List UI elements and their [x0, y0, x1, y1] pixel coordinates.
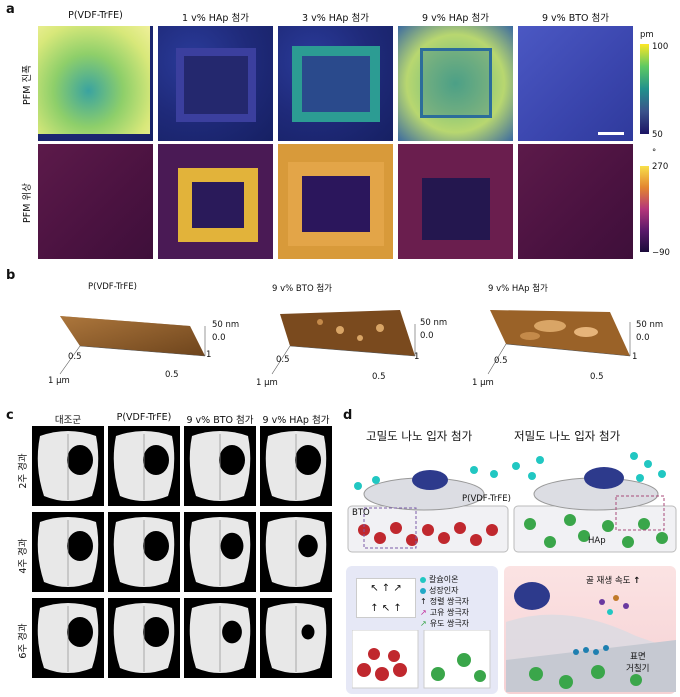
pfm-phase-pvdf	[38, 144, 153, 259]
pfm-amp-pvdf	[38, 26, 153, 141]
micro-ct-skull	[184, 426, 256, 506]
legend-induced: ↗ 유도 쌍극자	[420, 619, 470, 628]
d-cell-schematic	[347, 452, 677, 553]
afm1-zzero: 0.0	[212, 333, 226, 343]
c-col-pvdf: P(VDF-TrFE)	[116, 412, 172, 423]
c-row-6w: 6주 경과	[18, 623, 29, 659]
panel-b-label: b	[6, 268, 16, 283]
micro-ct-skull	[184, 598, 256, 678]
c-col-bto: 9 v% BTO 첨가	[186, 415, 254, 426]
afm-title-pvdf: P(VDF-TrFE)	[88, 282, 137, 292]
amp-min: 50	[652, 130, 663, 140]
pfm-phase-1hap	[158, 144, 273, 259]
legend-gf: 성장인자	[420, 585, 469, 596]
col-header-9bto: 9 v% BTO 첨가	[541, 13, 610, 24]
amp-unit: pm	[640, 30, 654, 40]
afm3-ax05a: 0.5	[494, 356, 508, 366]
panel-d-label: d	[343, 408, 353, 423]
c-col-control: 대조군	[54, 415, 82, 426]
legend-aligned: ↑ 정렬 쌍극자	[420, 597, 470, 606]
amp-max: 100	[652, 42, 669, 52]
d-cell-closeup	[506, 582, 676, 692]
scale-bar	[598, 132, 624, 135]
pfm-phase-9bto	[518, 144, 633, 259]
afm2-ax1: 1	[414, 352, 420, 362]
afm1-ax1um: 1 μm	[48, 376, 70, 386]
pfm-amp-1hap	[158, 26, 273, 141]
afm2-zzero: 0.0	[420, 331, 434, 341]
d-title-high: 고밀도 나노 입자 첨가	[366, 429, 473, 443]
afm-title-bto: 9 v% BTO 첨가	[272, 284, 332, 294]
micro-ct-skull	[32, 598, 104, 678]
micro-ct-skull	[108, 426, 180, 506]
micro-ct-skull	[184, 512, 256, 592]
d-particle-inset	[352, 630, 491, 689]
legend-intrinsic: ↗ 고유 쌍극자	[420, 608, 470, 617]
d-film-label: P(VDF-TrFE)	[462, 494, 511, 504]
phase-unit: °	[652, 148, 657, 158]
afm3-ax1um: 1 μm	[472, 378, 494, 388]
afm-surface-pvdf	[59, 316, 206, 375]
pfm-amp-9bto	[518, 26, 633, 141]
micro-ct-skull	[260, 598, 332, 678]
micro-ct-skull	[108, 512, 180, 592]
afm3-zlabel: 50 nm	[636, 320, 664, 330]
afm3-ax1: 1	[632, 352, 638, 362]
phase-min: −90	[652, 248, 670, 258]
d-roughness: 거칠기	[626, 664, 650, 674]
afm2-zlabel: 50 nm	[420, 318, 448, 328]
afm-surface-bto	[271, 310, 416, 375]
row-label-amplitude: PFM 진폭	[22, 65, 33, 105]
pfm-amp-9hap	[398, 26, 513, 141]
phase-max: 270	[652, 162, 669, 172]
col-header-1hap: 1 v% HAp 첨가	[182, 13, 249, 24]
micro-ct-skull	[108, 598, 180, 678]
afm1-ax05b: 0.5	[165, 370, 179, 380]
afm3-zzero: 0.0	[636, 333, 650, 343]
col-header-pvdf: P(VDF-TrFE)	[68, 10, 123, 21]
afm-title-hap: 9 v% HAp 첨가	[488, 284, 548, 294]
d-surface: 표면	[630, 652, 646, 662]
micro-ct-skull	[260, 512, 332, 592]
amp-colorbar	[640, 44, 649, 134]
micro-ct-skull	[32, 426, 104, 506]
col-header-3hap: 3 v% HAp 첨가	[302, 13, 369, 24]
afm2-ax05b: 0.5	[372, 372, 386, 382]
afm3-ax05b: 0.5	[590, 372, 604, 382]
micro-ct-skull	[32, 512, 104, 592]
pfm-phase-3hap	[278, 144, 393, 259]
panel-c-label: c	[6, 408, 14, 423]
afm2-ax1um: 1 μm	[256, 378, 278, 388]
afm1-zlabel: 50 nm	[212, 320, 240, 330]
row-label-phase: PFM 위상	[22, 183, 33, 223]
afm1-ax05a: 0.5	[68, 352, 82, 362]
d-bto-label: BTO	[352, 508, 370, 518]
c-col-hap: 9 v% HAp 첨가	[262, 415, 330, 426]
pfm-amp-3hap	[278, 26, 393, 141]
d-title-low: 저밀도 나노 입자 첨가	[514, 429, 621, 443]
micro-ct-skull	[260, 426, 332, 506]
d-dipole-field: ↖ ↑ ↗ ↑ ↖ ↑	[356, 578, 416, 618]
panel-a-label: a	[6, 2, 15, 17]
legend-ca: 칼슘이온	[420, 574, 469, 585]
afm1-ax1: 1	[206, 350, 212, 360]
c-row-4w: 4주 경과	[18, 538, 29, 574]
pfm-phase-9hap	[398, 144, 513, 259]
phase-colorbar	[640, 166, 649, 252]
c-row-2w: 2주 경과	[18, 453, 29, 489]
d-bone-rate: 골 재생 속도 ↑	[586, 576, 641, 586]
d-hap-label: HAp	[588, 536, 606, 546]
afm-surface-hap	[487, 310, 631, 375]
col-header-9hap: 9 v% HAp 첨가	[422, 13, 489, 24]
d-legend: 칼슘이온 성장인자 ↑ 정렬 쌍극자 ↗ 고유 쌍극자 ↗ 유도 쌍극자	[420, 574, 469, 629]
afm2-ax05a: 0.5	[276, 355, 290, 365]
